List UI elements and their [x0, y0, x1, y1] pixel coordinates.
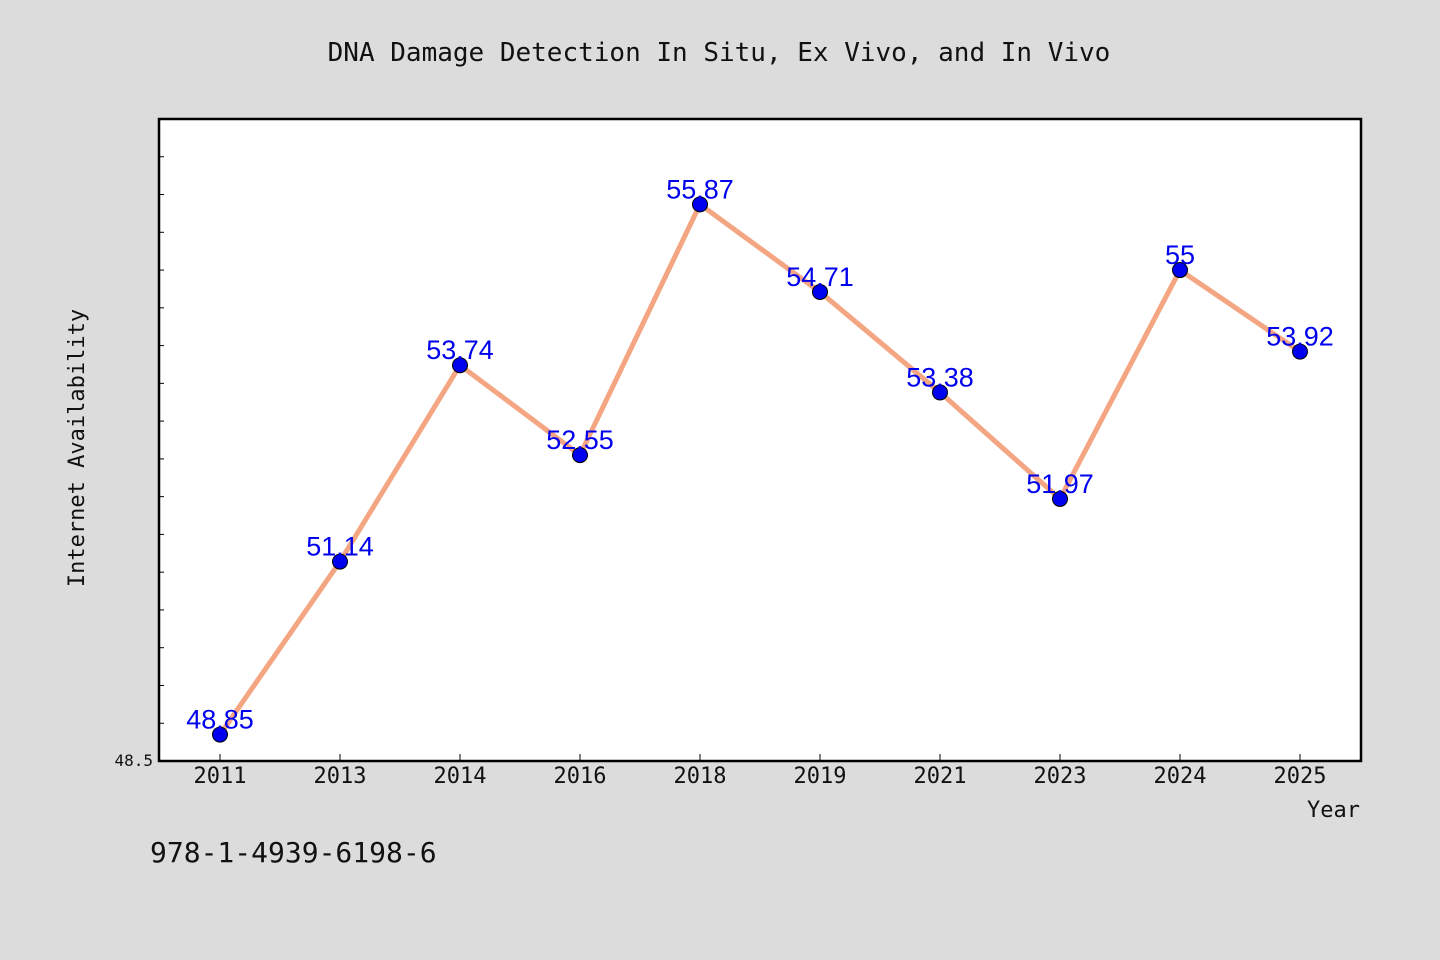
series-point-2016 [572, 447, 588, 464]
series-point-2018 [692, 196, 708, 213]
data-label-2013: 51.14 [306, 532, 374, 562]
series-point-2023 [1052, 490, 1068, 507]
plot-area [157, 117, 1363, 763]
series-point-2011 [212, 726, 228, 743]
x-tick-label: 2018 [674, 764, 727, 789]
x-tick-label: 2025 [1274, 764, 1327, 789]
series-point-2014 [452, 357, 468, 374]
series-point-2019 [812, 283, 828, 300]
y-minor-ticks [159, 118, 164, 762]
series-point-2025 [1292, 343, 1308, 360]
data-label-2018: 55.87 [666, 174, 734, 204]
data-labels: 48.85 51.14 53.74 52.55 55.87 54.71 53.38 51.97… [186, 174, 1334, 734]
series-line [217, 201, 1303, 738]
data-label-2016: 52.55 [546, 425, 614, 455]
x-axis-label: Year [1307, 798, 1360, 823]
chart-title: DNA Damage Detection In Situ, Ex Vivo, a… [328, 38, 1111, 68]
series-point-2013 [332, 553, 348, 570]
data-label-2014: 53.74 [426, 335, 494, 365]
x-tick-label: 2023 [1034, 764, 1087, 789]
data-label-2011: 48.85 [186, 705, 254, 735]
x-tick-label: 2016 [554, 764, 607, 789]
data-label-2019: 54.71 [786, 262, 854, 292]
series-point-2021 [932, 384, 948, 401]
isbn-footer: 978-1-4939-6198-6 [150, 836, 437, 869]
x-axis-ticks [219, 754, 1301, 761]
data-label-2025: 53.92 [1266, 322, 1334, 352]
y-axis-label: Internet Availability [65, 309, 90, 587]
x-tick-label: 2024 [1154, 764, 1207, 789]
x-tick-label: 2011 [194, 764, 247, 789]
series-point-2024 [1172, 262, 1188, 279]
data-label-2023: 51.97 [1026, 469, 1094, 499]
y-tick-label: 48.5 [114, 751, 153, 770]
x-tick-label: 2019 [794, 764, 847, 789]
x-tick-label: 2013 [314, 764, 367, 789]
data-label-2024: 55 [1165, 240, 1195, 270]
x-tick-label: 2014 [434, 764, 487, 789]
data-label-2021: 53.38 [906, 362, 974, 392]
x-axis-tick-labels: 2011 2013 2014 2016 2018 2019 2021 2023 2024 2025 [194, 764, 1327, 789]
series-points [212, 196, 1308, 743]
x-tick-label: 2021 [914, 764, 967, 789]
